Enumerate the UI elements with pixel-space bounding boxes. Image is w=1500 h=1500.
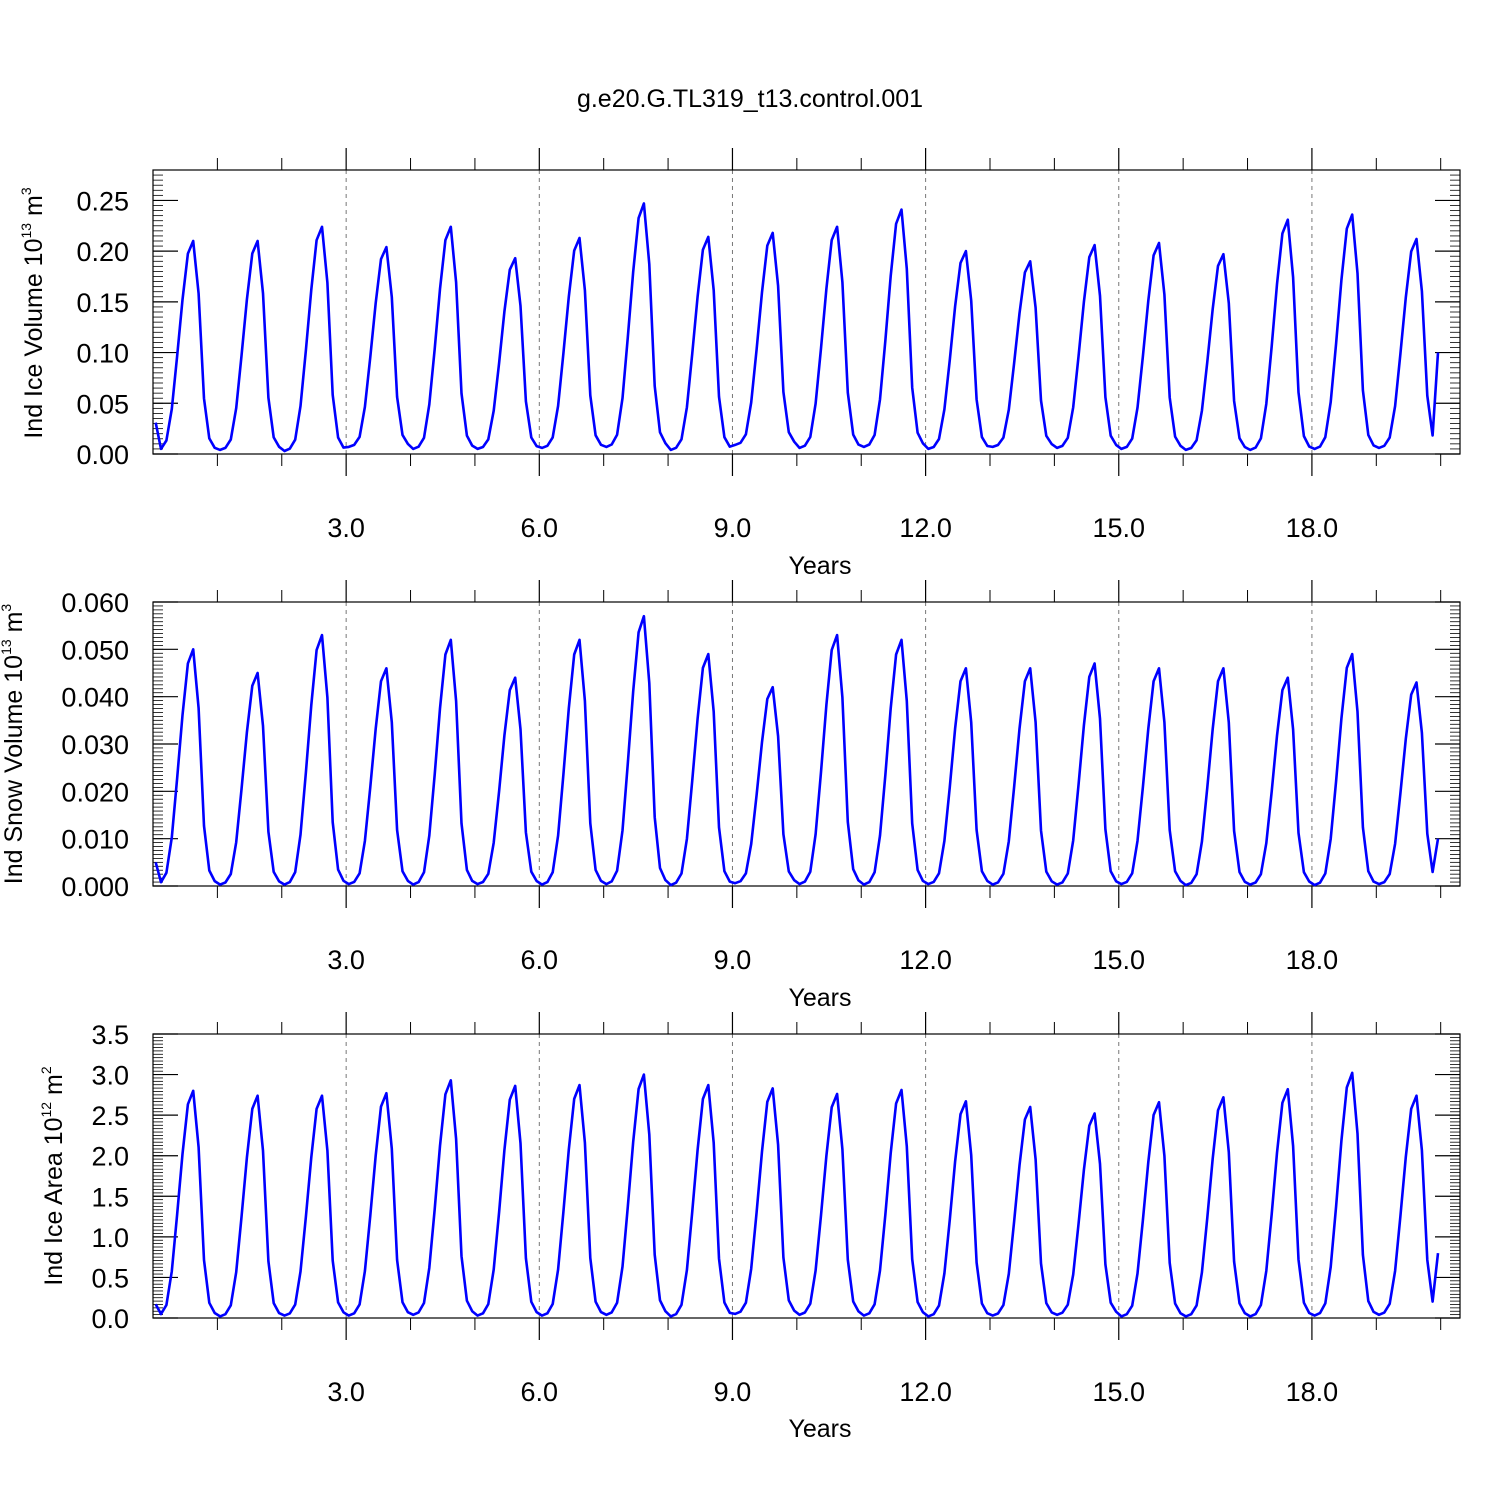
series-line-ice-area	[154, 1071, 1440, 1318]
y-tick-label: 0.05	[76, 389, 129, 419]
ylabel-unit: m	[0, 612, 28, 640]
series-line-ice-volume	[154, 202, 1440, 453]
x-tick-label: 3.0	[327, 945, 365, 975]
x-tick-label: 18.0	[1286, 945, 1339, 975]
x-tick-label: 9.0	[714, 1377, 752, 1407]
y-tick-label: 0.060	[61, 588, 129, 618]
ylabel-sup: 13	[0, 639, 14, 655]
y-tick-label: 0.00	[76, 440, 129, 470]
y-tick-label: 2.5	[91, 1101, 129, 1131]
y-tick-label: 0.040	[61, 683, 129, 713]
y-tick-label: 0.5	[91, 1263, 129, 1293]
y-tick-label: 0.000	[61, 872, 129, 902]
series-line-snow-volume	[154, 614, 1440, 887]
ylabel-sup: 12	[38, 1102, 54, 1118]
xlabel-snow-volume: Years	[788, 984, 851, 1012]
y-tick-label: 3.0	[91, 1061, 129, 1091]
x-tick-label: 3.0	[327, 1377, 365, 1407]
x-tick-label: 12.0	[899, 1377, 952, 1407]
y-tick-label: 0.25	[76, 186, 129, 216]
panel-snow-volume: Ind Snow Volume 1013 m3 Years 3.0 6.0 9.0 1…	[0, 580, 1461, 1012]
y-tick-label: 0.030	[61, 730, 129, 760]
x-tick-label: 18.0	[1286, 513, 1339, 543]
x-tick-label: 12.0	[899, 513, 952, 543]
y-tick-label: 2.0	[91, 1142, 129, 1172]
plot-frame	[152, 601, 1461, 887]
figure-title: g.e20.G.TL319_t13.control.001	[577, 85, 923, 113]
x-tick-label: 15.0	[1092, 945, 1145, 975]
x-tick-label: 6.0	[521, 945, 559, 975]
y-tick-label: 0.020	[61, 777, 129, 807]
y-tick-label: 0.0	[91, 1304, 129, 1334]
xlabel-ice-area: Years	[788, 1415, 851, 1443]
ylabel-unit: m	[20, 195, 48, 223]
y-tick-label: 0.20	[76, 237, 129, 267]
y-tick-label: 0.15	[76, 288, 129, 318]
ylabel-sup: 13	[18, 223, 34, 239]
x-tick-label: 9.0	[714, 513, 752, 543]
ylabel-unit: m	[40, 1074, 68, 1102]
x-tick-label: 15.0	[1092, 513, 1145, 543]
ylabel-ice-volume: Ind Ice Volume 1013 m3	[18, 187, 48, 439]
ylabel-ice-area: Ind Ice Area 1012 m2	[38, 1066, 68, 1286]
x-tick-label: 15.0	[1092, 1377, 1145, 1407]
x-tick-label: 9.0	[714, 945, 752, 975]
xlabel-ice-volume: Years	[788, 552, 851, 580]
ylabel-unit-sup: 3	[18, 187, 34, 195]
x-tick-label: 12.0	[899, 945, 952, 975]
ylabel-main: Ind Ice Area 10	[40, 1117, 68, 1285]
x-tick-label: 3.0	[327, 513, 365, 543]
ylabel-main: Ind Snow Volume 10	[0, 655, 28, 884]
y-tick-label: 1.0	[91, 1223, 129, 1253]
x-tick-label: 18.0	[1286, 1377, 1339, 1407]
y-tick-label: 0.10	[76, 339, 129, 369]
ylabel-main: Ind Ice Volume 10	[20, 239, 48, 439]
panel-ice-area: Ind Ice Area 1012 m2 Years 3.0 6.0 9.0 12.0…	[38, 1012, 1461, 1443]
y-tick-label: 0.010	[61, 825, 129, 855]
ylabel-snow-volume: Ind Snow Volume 1013 m3	[0, 604, 28, 885]
x-tick-label: 6.0	[521, 1377, 559, 1407]
ylabel-unit-sup: 3	[0, 604, 14, 612]
y-tick-label: 3.5	[91, 1020, 129, 1050]
x-tick-label: 6.0	[521, 513, 559, 543]
panel-ice-volume: Ind Ice Volume 1013 m3 Years 3.0 6.0 9.0 12…	[18, 148, 1461, 580]
ylabel-unit-sup: 2	[38, 1066, 54, 1074]
y-tick-label: 0.050	[61, 635, 129, 665]
y-tick-label: 1.5	[91, 1182, 129, 1212]
plot-frame	[152, 1033, 1461, 1319]
